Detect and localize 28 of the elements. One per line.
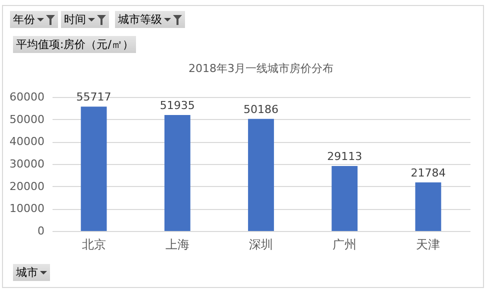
data-label: 21784	[410, 166, 446, 180]
bar	[80, 106, 107, 231]
data-label: 50186	[244, 102, 278, 116]
text: 城市	[16, 265, 38, 281]
chart-title: 2018年3月一线城市房价分布	[188, 62, 334, 75]
y-tick-label: 20000	[10, 180, 44, 193]
y-tick-label: 50000	[10, 112, 44, 126]
x-tick-label: 广州	[332, 238, 357, 252]
data-label: 55717	[76, 90, 112, 104]
x-tick-label: 北京	[82, 238, 106, 252]
y-tick-label: 40000	[10, 135, 44, 148]
text: 时间	[64, 12, 86, 28]
text: 城市等级	[118, 12, 162, 28]
bar	[332, 166, 358, 231]
data-label: 29113	[327, 150, 362, 163]
x-tick-label: 深圳	[249, 238, 273, 252]
text: 平均值项:房价（元/㎡）	[16, 36, 134, 53]
bar	[248, 118, 274, 231]
bar	[415, 182, 442, 231]
y-tick-label: 10000	[10, 202, 44, 216]
y-tick-label: 60000	[10, 90, 44, 104]
bar	[164, 115, 190, 231]
y-tick-label: 30000	[10, 158, 44, 170]
data-label: 51935	[160, 99, 195, 112]
x-tick-label: 天津	[416, 238, 440, 252]
x-tick-label: 上海	[165, 238, 190, 252]
y-tick-label: 0	[38, 224, 44, 238]
text: 年份	[13, 12, 35, 28]
